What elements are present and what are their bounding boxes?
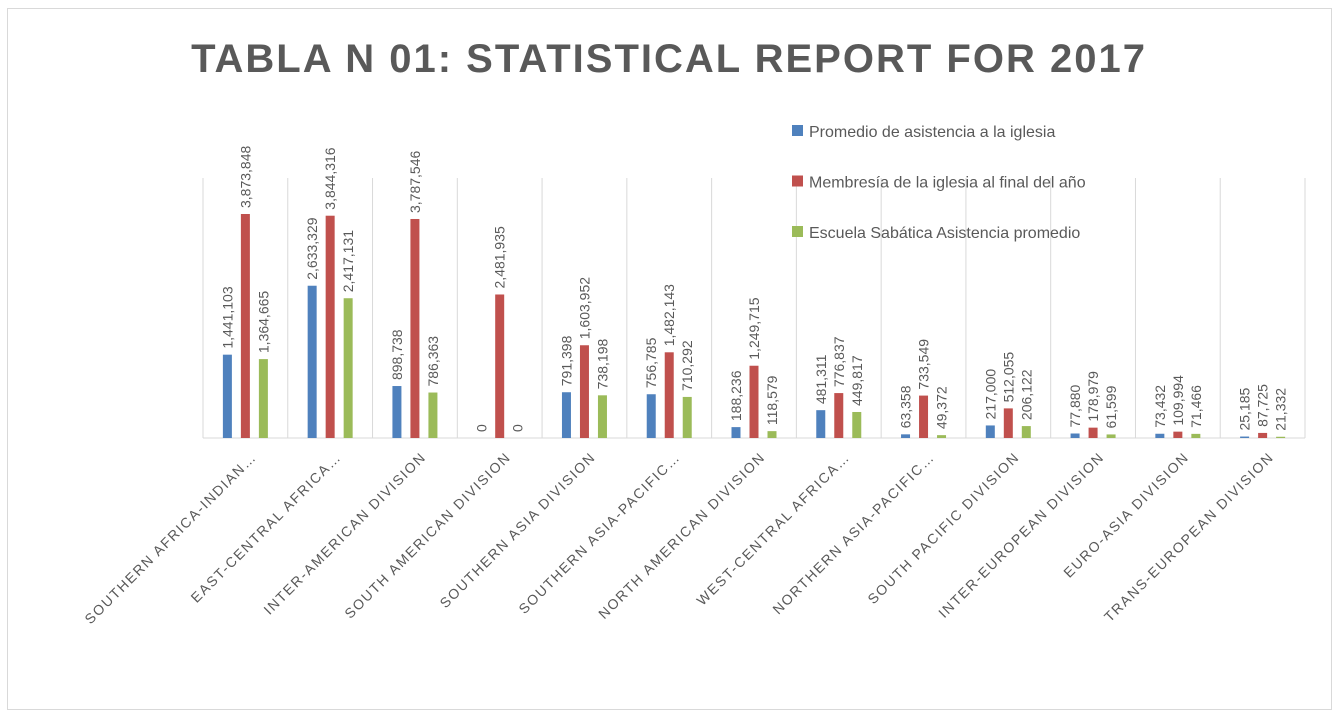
legend-swatch — [792, 226, 803, 237]
data-label: 481,311 — [813, 354, 829, 404]
data-label: 2,481,935 — [492, 226, 508, 288]
data-label: 178,979 — [1085, 371, 1101, 422]
data-label: 756,785 — [643, 337, 659, 388]
data-label: 710,292 — [679, 340, 695, 391]
bar — [1173, 431, 1183, 438]
data-label: 0 — [474, 424, 490, 432]
bar — [410, 218, 420, 438]
bar — [937, 435, 947, 438]
bar — [240, 214, 250, 438]
bar — [1106, 434, 1116, 438]
data-label: 898,738 — [389, 329, 405, 380]
legend-label: Membresía de la iglesia al final del año — [809, 175, 1086, 192]
data-label: 49,372 — [934, 386, 950, 429]
bar — [1276, 436, 1286, 438]
data-label: 118,579 — [764, 375, 780, 425]
data-label: 791,398 — [558, 335, 574, 386]
data-label: 449,817 — [849, 355, 865, 406]
data-label: 2,633,329 — [304, 217, 320, 279]
data-label: 733,549 — [916, 339, 932, 390]
bar — [852, 411, 862, 438]
bar — [343, 298, 353, 438]
bar — [579, 345, 589, 438]
data-label: 63,358 — [898, 385, 914, 428]
bar — [1070, 433, 1080, 438]
bar — [392, 386, 402, 438]
data-label: 3,844,316 — [322, 147, 338, 209]
bar — [325, 215, 335, 438]
data-label: 188,236 — [728, 370, 744, 421]
bar — [1258, 432, 1268, 438]
data-label: 0 — [510, 424, 526, 432]
legend-label: Escuela Sabática Asistencia promedio — [809, 225, 1080, 242]
bar — [646, 394, 656, 438]
data-label: 1,249,715 — [746, 297, 762, 359]
bar — [495, 294, 505, 438]
bar — [561, 392, 571, 438]
data-label: 73,432 — [1152, 385, 1168, 428]
data-label: 3,787,546 — [407, 150, 423, 212]
bar — [428, 392, 438, 438]
data-label: 512,055 — [1000, 352, 1016, 403]
bar — [307, 285, 317, 438]
data-label: 1,603,952 — [576, 277, 592, 339]
chart-title: TABLA N 01: STATISTICAL REPORT FOR 2017 — [191, 37, 1147, 81]
bar — [1021, 426, 1031, 438]
data-label: 109,994 — [1170, 375, 1186, 426]
bar — [901, 434, 911, 438]
data-label: 776,837 — [831, 336, 847, 387]
bar — [664, 352, 674, 438]
bar — [985, 425, 995, 438]
data-label: 71,466 — [1188, 385, 1204, 428]
data-label: 25,185 — [1237, 388, 1253, 431]
bar — [816, 410, 826, 438]
bar — [731, 427, 741, 438]
legend-label: Promedio de asistencia a la iglesia — [809, 124, 1055, 141]
data-label: 3,873,848 — [237, 146, 253, 208]
bar — [1191, 433, 1201, 438]
bar — [597, 395, 607, 438]
data-label: 1,364,665 — [255, 291, 271, 353]
bar — [767, 431, 777, 438]
bar — [1155, 433, 1165, 438]
bar — [1003, 408, 1013, 438]
data-label: 1,441,103 — [219, 286, 235, 348]
data-label: 2,417,131 — [340, 230, 356, 292]
data-label: 87,725 — [1255, 384, 1271, 427]
bar — [834, 393, 844, 438]
data-label: 217,000 — [982, 369, 998, 420]
bar — [258, 359, 268, 438]
legend-swatch — [792, 175, 803, 187]
data-label: 738,198 — [594, 338, 610, 389]
data-label: 77,880 — [1067, 384, 1083, 427]
bar — [222, 354, 232, 438]
data-label: 61,599 — [1103, 385, 1119, 428]
data-label: 786,363 — [425, 336, 441, 387]
legend-swatch — [792, 125, 803, 136]
data-label: 206,122 — [1018, 369, 1034, 420]
bar — [1088, 427, 1098, 438]
bar — [919, 395, 929, 438]
bar — [682, 396, 692, 438]
data-label: 1,482,143 — [661, 284, 677, 346]
data-label: 21,332 — [1273, 388, 1289, 431]
bar — [1240, 436, 1250, 438]
bar — [749, 365, 759, 438]
